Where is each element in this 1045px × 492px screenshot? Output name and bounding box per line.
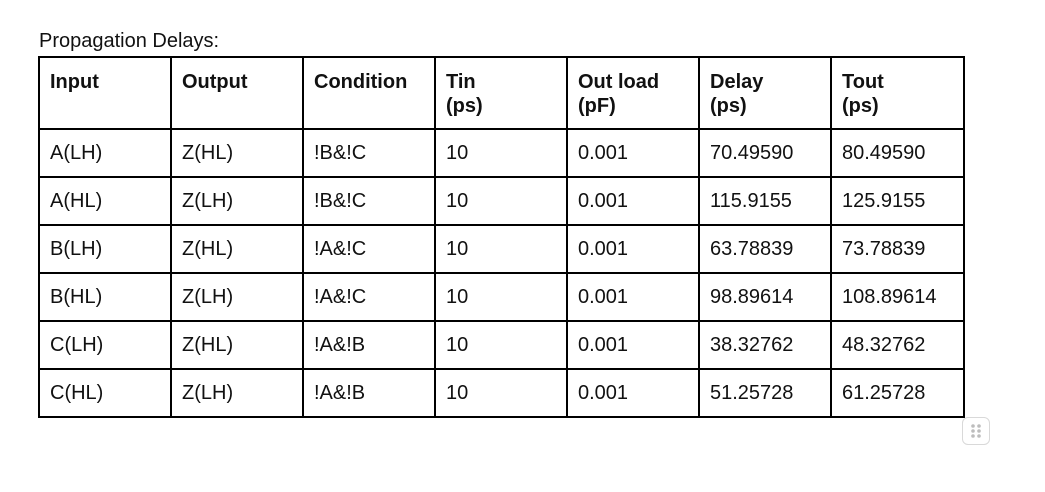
column-header-output: Output: [170, 56, 304, 130]
table-cell-input: B(HL): [38, 272, 172, 322]
column-header-tout: Tout (ps): [830, 56, 965, 130]
table-cell-out-load: 0.001: [566, 128, 700, 178]
column-header-condition: Condition: [302, 56, 436, 130]
column-header-delay: Delay (ps): [698, 56, 832, 130]
column-header-delay-line: (ps): [710, 95, 747, 117]
table-cell-input: B(LH): [38, 224, 172, 274]
table-cell-input: C(LH): [38, 320, 172, 370]
table-cell-tout: 108.89614: [830, 272, 965, 322]
table-body: A(LH) Z(HL) !B&!C 10 0.001 70.49590 80.49590 A(…: [38, 128, 965, 418]
table-cell-delay: 51.25728: [698, 368, 832, 418]
column-header-out-load-line: Out load: [578, 71, 660, 93]
drag-handle-dot: [971, 434, 975, 438]
drag-handle-dot: [977, 434, 981, 438]
table-cell-condition: !A&!C: [302, 224, 436, 274]
table-row: C(HL) Z(LH) !A&!B 10 0.001 51.25728 61.25728: [38, 368, 965, 418]
table-cell-input: A(HL): [38, 176, 172, 226]
table-cell-out-load: 0.001: [566, 224, 700, 274]
table-cell-output: Z(HL): [170, 224, 304, 274]
table-cell-tout: 48.32762: [830, 320, 965, 370]
drag-handle-icon: [971, 424, 981, 438]
table-cell-out-load: 0.001: [566, 272, 700, 322]
table-cell-out-load: 0.001: [566, 320, 700, 370]
table-row: B(LH) Z(HL) !A&!C 10 0.001 63.78839 73.78839: [38, 224, 965, 274]
table-cell-tout: 125.9155: [830, 176, 965, 226]
table-cell-tout: 80.49590: [830, 128, 965, 178]
drag-handle[interactable]: [962, 417, 990, 445]
column-header-tin-line: (ps): [446, 95, 483, 117]
table-cell-delay: 38.32762: [698, 320, 832, 370]
table-row: A(LH) Z(HL) !B&!C 10 0.001 70.49590 80.49590: [38, 128, 965, 178]
table-cell-tin: 10: [434, 368, 568, 418]
table-cell-tin: 10: [434, 224, 568, 274]
table-cell-tout: 61.25728: [830, 368, 965, 418]
drag-handle-dot: [977, 429, 981, 433]
column-header-tin: Tin (ps): [434, 56, 568, 130]
column-header-tin-line: Tin: [446, 71, 476, 93]
table-caption: Propagation Delays:: [39, 30, 220, 52]
column-header-tout-line: (ps): [842, 95, 879, 117]
table-cell-input: A(LH): [38, 128, 172, 178]
table-cell-output: Z(LH): [170, 368, 304, 418]
table-row: A(HL) Z(LH) !B&!C 10 0.001 115.9155 125.9155: [38, 176, 965, 226]
table-row: B(HL) Z(LH) !A&!C 10 0.001 98.89614 108.89614: [38, 272, 965, 322]
column-header-output-line: Output: [182, 71, 248, 93]
column-header-tout-line: Tout: [842, 71, 884, 93]
table-row: C(LH) Z(HL) !A&!B 10 0.001 38.32762 48.32762: [38, 320, 965, 370]
table-cell-output: Z(HL): [170, 320, 304, 370]
drag-handle-dot: [971, 429, 975, 433]
table-cell-out-load: 0.001: [566, 176, 700, 226]
table-cell-condition: !B&!C: [302, 128, 436, 178]
table-cell-condition: !A&!B: [302, 368, 436, 418]
table-cell-condition: !A&!B: [302, 320, 436, 370]
column-header-out-load-line: (pF): [578, 95, 616, 117]
table-cell-condition: !A&!C: [302, 272, 436, 322]
table-cell-output: Z(LH): [170, 272, 304, 322]
table-cell-input: C(HL): [38, 368, 172, 418]
table-header-row: Input Output Condition Tin (ps) Out load (pF) D…: [38, 56, 965, 130]
table-cell-delay: 98.89614: [698, 272, 832, 322]
table-cell-output: Z(HL): [170, 128, 304, 178]
table-cell-output: Z(LH): [170, 176, 304, 226]
table-cell-tin: 10: [434, 176, 568, 226]
table-cell-tin: 10: [434, 272, 568, 322]
column-header-out-load: Out load (pF): [566, 56, 700, 130]
table-cell-condition: !B&!C: [302, 176, 436, 226]
drag-handle-dot: [971, 424, 975, 428]
table-cell-tin: 10: [434, 320, 568, 370]
column-header-condition-line: Condition: [314, 71, 408, 93]
propagation-delays-table: Input Output Condition Tin (ps) Out load (pF) D…: [38, 56, 965, 418]
column-header-delay-line: Delay: [710, 71, 764, 93]
column-header-input-line: Input: [50, 71, 99, 93]
table-cell-delay: 70.49590: [698, 128, 832, 178]
table-cell-delay: 63.78839: [698, 224, 832, 274]
table-cell-tin: 10: [434, 128, 568, 178]
table-cell-tout: 73.78839: [830, 224, 965, 274]
table-cell-delay: 115.9155: [698, 176, 832, 226]
drag-handle-dot: [977, 424, 981, 428]
column-header-input: Input: [38, 56, 172, 130]
table-cell-out-load: 0.001: [566, 368, 700, 418]
